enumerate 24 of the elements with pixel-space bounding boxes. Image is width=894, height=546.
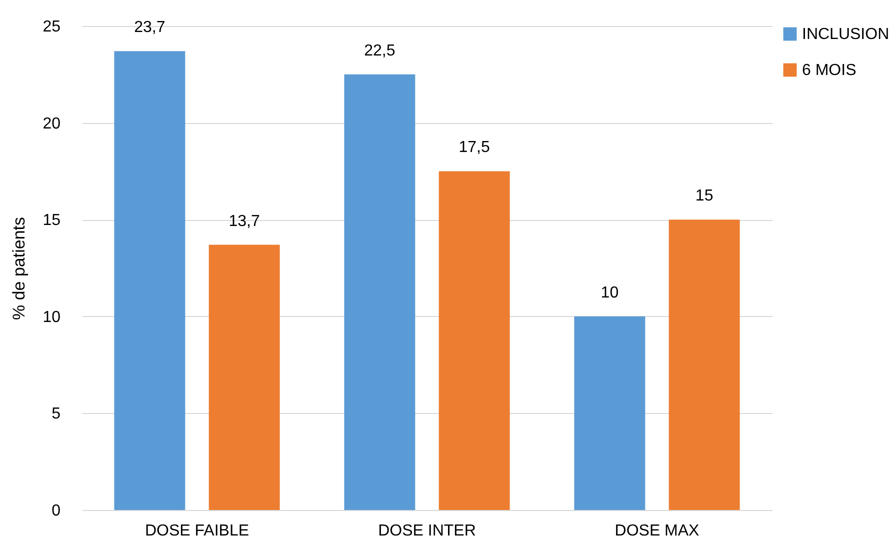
data-label: 23,7	[134, 19, 166, 36]
x-tick-label: DOSE FAIBLE	[144, 522, 250, 540]
y-axis-title: % de patients	[10, 216, 29, 320]
y-tick-label: 5	[52, 406, 61, 423]
y-tick-label: 15	[42, 212, 61, 230]
y-tick-label: 0	[52, 502, 61, 520]
bar	[438, 171, 510, 510]
x-tick-label: DOSE INTER	[378, 522, 476, 540]
data-label: 10	[600, 284, 619, 302]
x-tick-label: DOSE MAX	[614, 522, 700, 540]
legend-label: INCLUSION	[802, 26, 890, 43]
data-label: 13,7	[228, 212, 260, 230]
y-tick-label: 10	[42, 308, 61, 326]
legend-label: 6 MOIS	[802, 62, 856, 79]
data-label: 17,5	[458, 139, 490, 156]
data-label: 22,5	[364, 42, 396, 60]
bar	[574, 316, 646, 510]
bar	[344, 74, 416, 510]
bar	[208, 244, 280, 510]
bar	[114, 51, 186, 510]
bar	[668, 220, 740, 510]
y-tick-label: 20	[42, 115, 61, 132]
data-label: 15	[695, 188, 714, 205]
y-tick-label: 25	[42, 18, 61, 36]
